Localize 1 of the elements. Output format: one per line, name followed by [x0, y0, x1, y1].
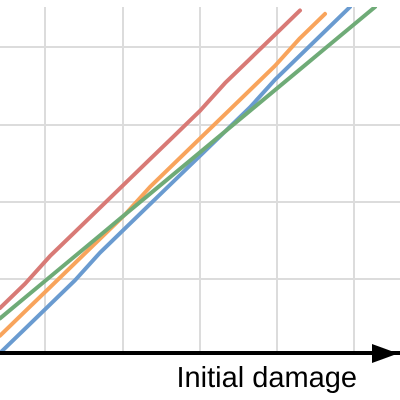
x-axis-title: Initial damage: [176, 362, 357, 394]
